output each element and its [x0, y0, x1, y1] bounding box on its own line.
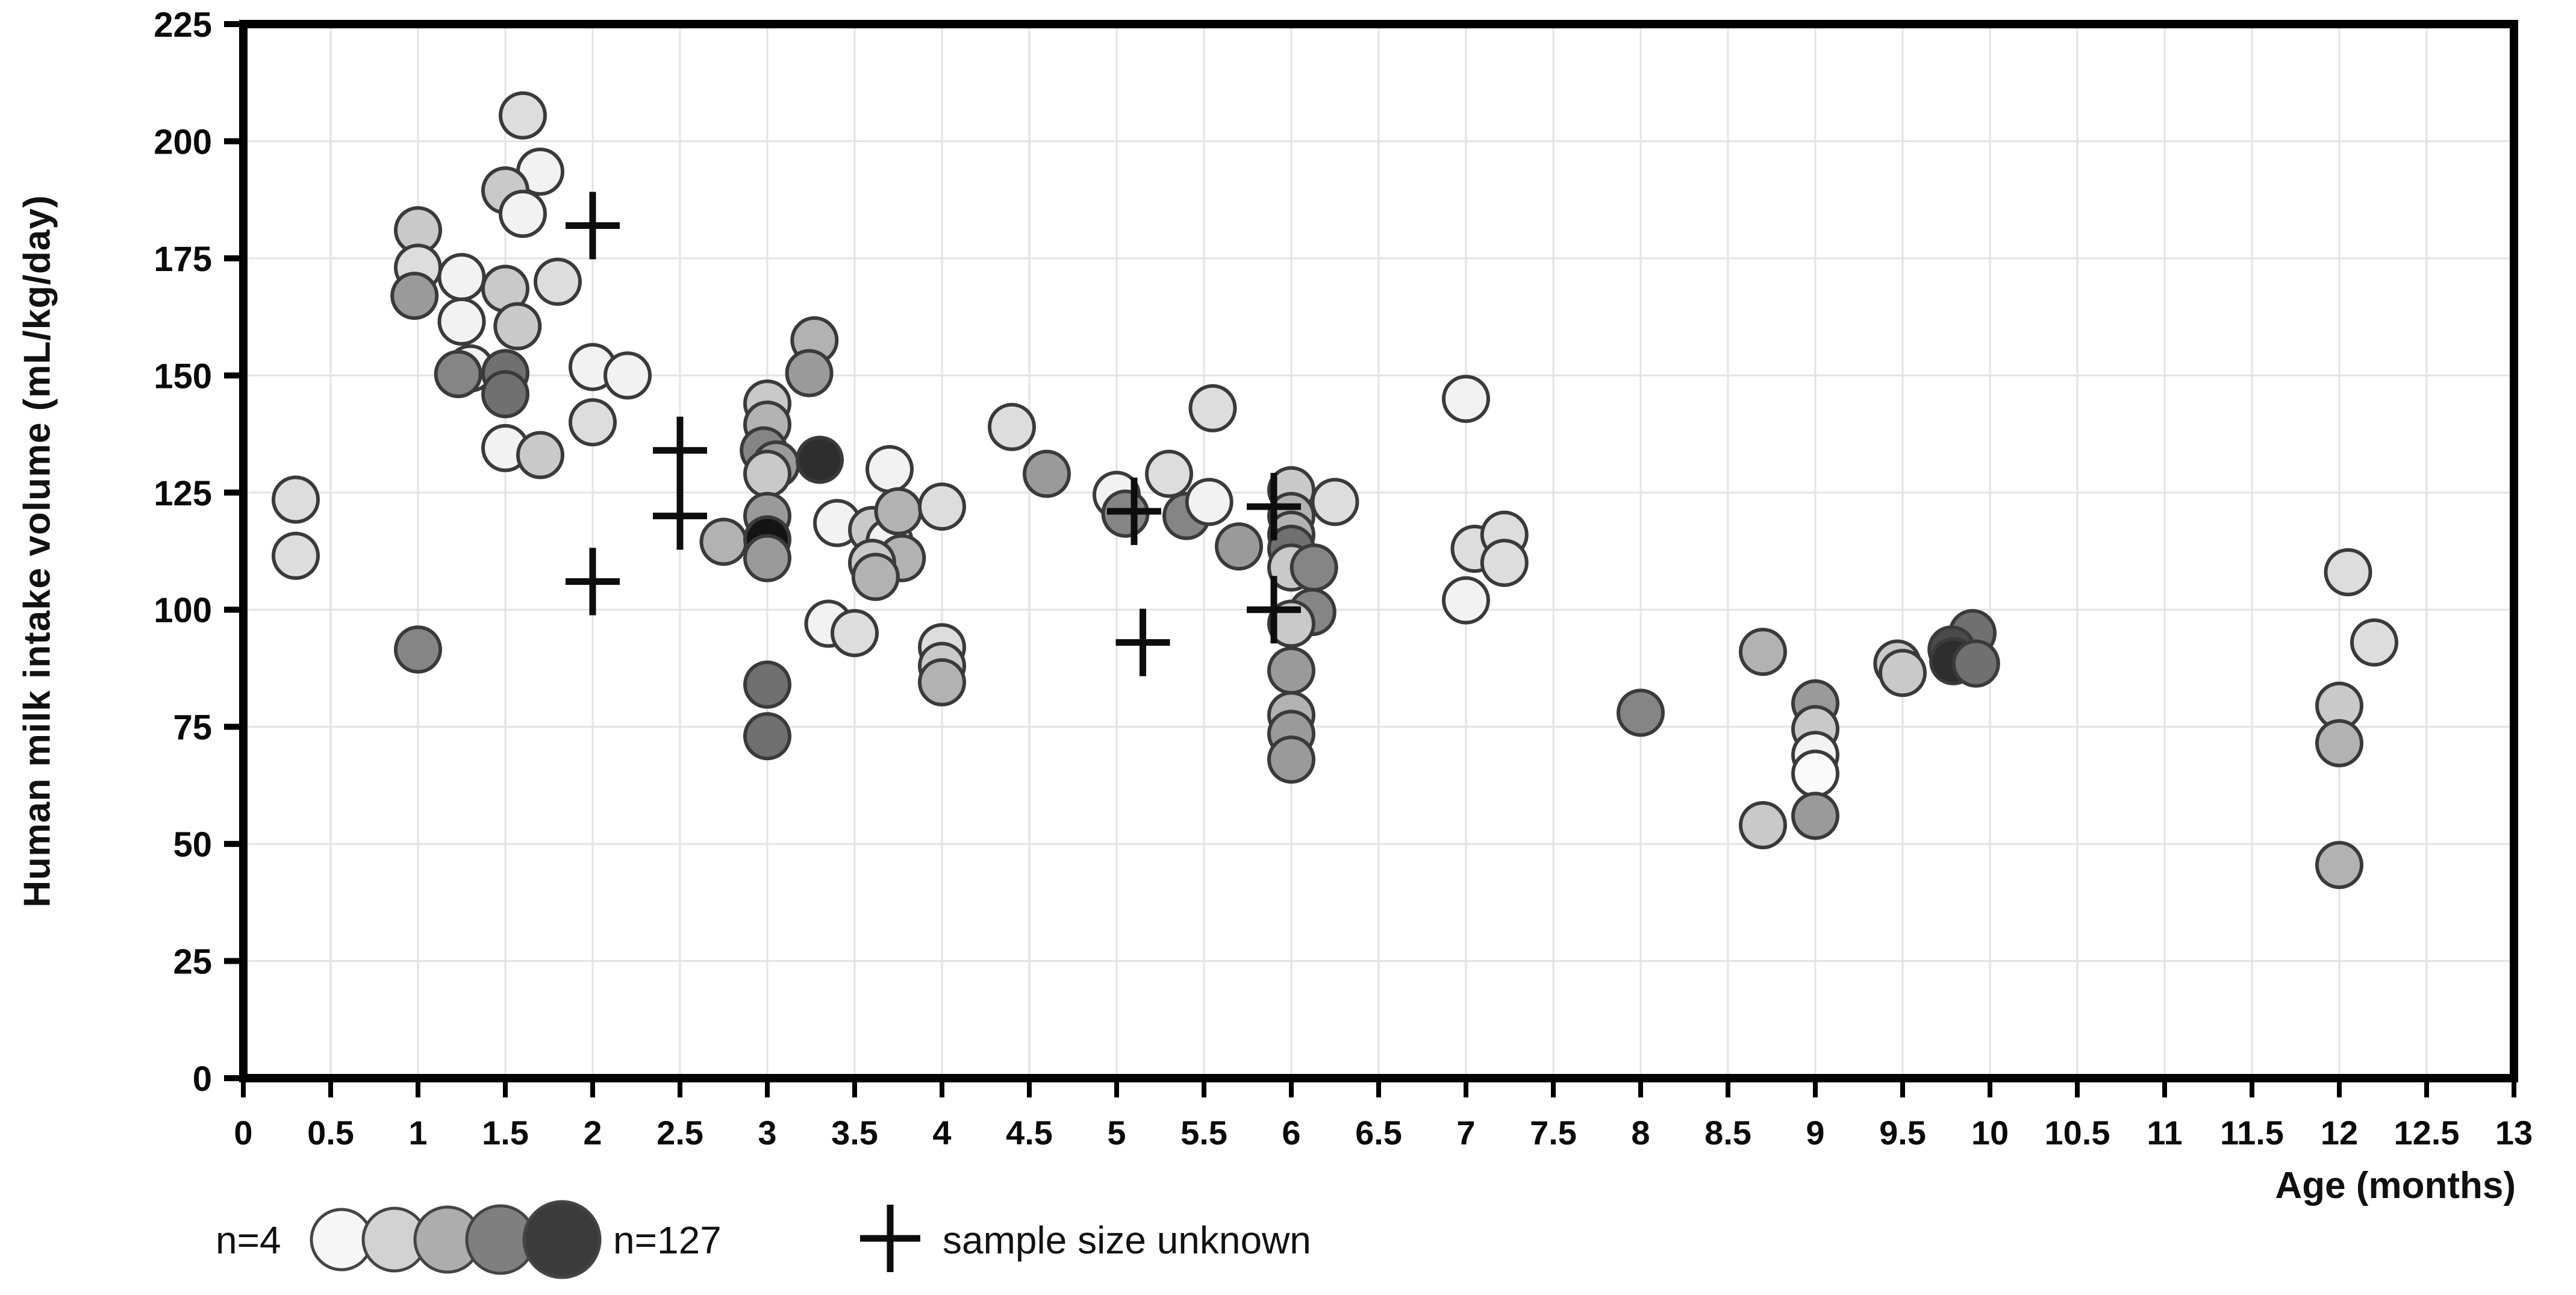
data-point-circle [743, 449, 791, 498]
x-tick-label: 1 [408, 1114, 427, 1152]
data-point-circle [534, 257, 582, 306]
data-point-circle [1311, 478, 1359, 526]
x-tick-label: 3 [758, 1114, 776, 1152]
data-point-circle [988, 402, 1036, 451]
data-point-circle [1442, 576, 1490, 625]
data-point-circle [1791, 749, 1839, 798]
data-point-circle [785, 349, 834, 398]
data-point-circle [831, 609, 879, 658]
data-point-circle [272, 531, 320, 580]
data-point-circle [1188, 384, 1237, 432]
legend-sample-size-swatches [310, 1200, 602, 1279]
data-point-circle [918, 658, 966, 707]
y-tick-label: 150 [154, 357, 212, 396]
data-point-circle [516, 431, 564, 479]
x-axis-title: Age (months) [2275, 1165, 2516, 1206]
y-tick-label: 25 [173, 943, 212, 982]
data-point-circle [1442, 375, 1490, 423]
data-point-circle [1145, 449, 1193, 498]
x-tick-label: 12.5 [2394, 1114, 2460, 1152]
x-tick-label: 7.5 [1530, 1114, 1577, 1152]
y-tick-label: 225 [154, 5, 212, 45]
data-point-circle [1879, 649, 1927, 697]
data-point-circle [1185, 478, 1233, 526]
y-tick-label: 200 [154, 122, 212, 161]
data-point-circle [481, 370, 529, 419]
data-point-circle [1617, 688, 1665, 737]
data-point-circle [1267, 646, 1315, 695]
x-tick-label: 0 [234, 1114, 252, 1152]
x-tick-label: 6.5 [1355, 1114, 1402, 1152]
x-tick-label: 7 [1456, 1114, 1475, 1152]
x-tick-label: 11 [2147, 1114, 2182, 1152]
x-tick-label: 0.5 [307, 1114, 354, 1152]
data-point-circle [499, 190, 547, 238]
legend-min-label: n=4 [216, 1219, 281, 1262]
x-tick-label: 9 [1806, 1114, 1824, 1152]
x-tick-label: 8 [1631, 1114, 1650, 1152]
data-point-circle [865, 445, 914, 493]
y-tick-label: 125 [154, 474, 212, 513]
legend-max-label: n=127 [613, 1219, 722, 1262]
data-point-circle [1480, 538, 1529, 587]
x-tick-label: 2.5 [656, 1114, 703, 1152]
data-point-circle [851, 552, 900, 601]
x-tick-label: 10 [1971, 1114, 2009, 1152]
data-point-circle [390, 272, 439, 320]
data-point-circle [1267, 735, 1315, 784]
x-tick-label: 4 [932, 1114, 951, 1152]
data-point-circle [272, 475, 320, 524]
x-tick-label: 11.5 [2220, 1114, 2284, 1152]
data-point-circle [603, 351, 652, 400]
y-tick-label: 75 [173, 708, 212, 747]
data-point-circle [493, 302, 542, 351]
y-tick-label: 50 [173, 825, 212, 864]
data-point-circle [1739, 628, 1787, 676]
data-point-circle [918, 482, 966, 531]
data-point-circle [2324, 548, 2372, 596]
x-tick-label: 9.5 [1879, 1114, 1926, 1152]
legend-cross-label: sample size unknown [943, 1219, 1311, 1262]
data-point-circle [1739, 801, 1787, 849]
data-point-circle [1023, 449, 1071, 498]
data-point-circle [743, 712, 791, 761]
data-point-circle [796, 435, 844, 484]
legend-swatch [522, 1200, 602, 1279]
x-tick-label: 5 [1107, 1114, 1126, 1152]
data-point-circle [437, 297, 486, 346]
x-tick-label: 1.5 [482, 1114, 529, 1152]
x-tick-label: 3.5 [831, 1114, 878, 1152]
data-point-circle [394, 625, 442, 674]
data-point-circle [1791, 791, 1839, 840]
data-point-circle [2315, 841, 2363, 890]
data-point-circle [1215, 522, 1263, 571]
data-point-circle [2315, 719, 2363, 767]
data-point-circle [1290, 543, 1338, 592]
data-point-circle [874, 487, 923, 535]
data-point-circle [743, 660, 791, 709]
y-tick-label: 0 [193, 1059, 212, 1099]
data-point-circle [437, 253, 486, 301]
x-tick-label: 2 [583, 1114, 602, 1152]
x-tick-label: 10.5 [2045, 1114, 2110, 1152]
x-tick-label: 13 [2495, 1114, 2533, 1152]
y-tick-label: 175 [154, 240, 212, 279]
legend-cross-icon [860, 1205, 920, 1272]
x-tick-label: 6 [1282, 1114, 1300, 1152]
data-point-circle [499, 91, 547, 140]
y-axis-title: Human milk intake volume (mL/kg/day) [16, 195, 58, 908]
x-tick-label: 5.5 [1180, 1114, 1227, 1152]
x-tick-label: 12 [2321, 1114, 2358, 1152]
data-point-circle [743, 534, 791, 582]
x-tick-label: 8.5 [1704, 1114, 1751, 1152]
data-point-circle [569, 398, 617, 447]
data-point-circle [434, 350, 482, 398]
y-tick-label: 100 [154, 591, 212, 630]
data-point-circle [2350, 618, 2398, 667]
data-point-circle [699, 517, 748, 566]
data-point-circle [1951, 639, 2000, 688]
x-tick-label: 4.5 [1006, 1114, 1053, 1152]
